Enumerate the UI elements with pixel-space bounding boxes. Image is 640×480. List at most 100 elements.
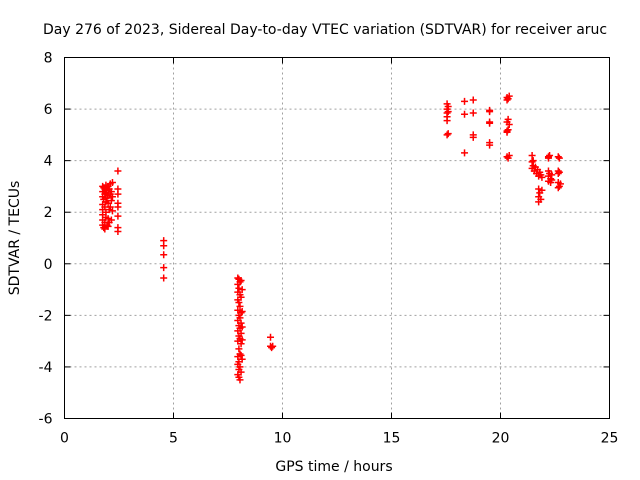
data-point-marker [106, 203, 114, 211]
x-axis-label: GPS time / hours [275, 459, 392, 475]
data-point-marker [538, 173, 546, 181]
data-point-marker [238, 355, 246, 363]
data-point-marker [461, 110, 469, 118]
data-point-marker [114, 212, 122, 220]
data-point-marker [160, 274, 168, 282]
y-tick-label: 0 [44, 257, 53, 273]
axis-ticks [64, 57, 610, 419]
data-point-marker [235, 345, 243, 353]
data-point-marker [556, 180, 564, 188]
data-point-marker [107, 188, 115, 196]
data-point-marker [503, 96, 511, 104]
data-point-marker [444, 108, 452, 116]
data-point-marker [238, 336, 246, 344]
data-point-marker [461, 97, 469, 105]
x-tick-label: 0 [60, 431, 69, 447]
data-point-marker [461, 149, 469, 157]
data-point-marker [554, 170, 562, 178]
x-tick-label: 10 [274, 431, 292, 447]
data-point-marker [443, 131, 451, 139]
y-tick-label: 2 [44, 205, 53, 221]
data-points [99, 92, 564, 384]
chart-title: Day 276 of 2023, Sidereal Day-to-day VTE… [43, 22, 607, 38]
data-point-marker [238, 323, 246, 331]
data-point-marker [237, 309, 245, 317]
data-point-marker [238, 286, 246, 294]
x-tick-labels: 0 5 10 15 20 25 [60, 431, 618, 447]
data-point-marker [237, 368, 245, 376]
data-point-marker [160, 251, 168, 259]
data-point-marker [238, 307, 246, 315]
grid-lines [64, 57, 610, 419]
data-point-marker [236, 302, 244, 310]
data-point-marker [443, 117, 451, 125]
data-point-marker [269, 342, 277, 350]
data-point-marker [504, 115, 512, 123]
data-point-marker [237, 329, 245, 337]
data-point-marker [546, 151, 554, 159]
data-point-marker [469, 96, 477, 104]
data-point-marker [104, 215, 112, 223]
data-point-marker [107, 197, 115, 205]
data-point-marker [235, 284, 243, 292]
x-tick-label: 20 [492, 431, 510, 447]
data-point-marker [237, 293, 245, 301]
x-tick-label: 15 [383, 431, 401, 447]
y-tick-label: -2 [39, 308, 53, 324]
data-point-marker [554, 153, 562, 161]
data-point-marker [469, 133, 477, 141]
data-point-marker [236, 314, 244, 322]
data-point-marker [108, 193, 116, 201]
data-point-marker [114, 190, 122, 198]
data-point-marker [555, 154, 563, 162]
data-point-marker [237, 277, 245, 285]
data-point-marker [236, 376, 244, 384]
data-point-marker [107, 216, 115, 224]
y-tick-label: 6 [44, 102, 53, 118]
y-axis-label: SDTVAR / TECUs [7, 181, 23, 296]
data-point-marker [237, 319, 245, 327]
data-point-marker [160, 242, 168, 250]
data-point-marker [504, 126, 512, 134]
data-point-marker [505, 92, 513, 100]
x-tick-label: 5 [169, 431, 178, 447]
data-point-marker [548, 176, 556, 184]
y-tick-labels: -6 -4 -2 0 2 4 6 8 [39, 51, 53, 428]
data-point-marker [469, 109, 477, 117]
plot-frame [64, 57, 610, 419]
y-tick-label: -4 [39, 360, 53, 376]
data-point-marker [114, 203, 122, 211]
data-point-marker [237, 340, 245, 348]
data-point-marker [444, 130, 452, 138]
x-tick-label: 25 [601, 431, 619, 447]
data-point-marker [236, 363, 244, 371]
data-point-marker [528, 151, 536, 159]
data-point-marker [535, 185, 543, 193]
data-point-marker [555, 168, 563, 176]
y-tick-label: 8 [44, 51, 53, 67]
data-point-marker [235, 298, 243, 306]
data-point-marker [108, 207, 116, 215]
data-point-marker [537, 195, 545, 203]
data-point-marker [486, 119, 494, 127]
data-point-marker [528, 158, 536, 166]
data-point-marker [160, 264, 168, 272]
data-point-marker [505, 151, 513, 159]
y-tick-label: 4 [44, 154, 53, 170]
data-point-marker [237, 351, 245, 359]
data-point-marker [114, 167, 122, 175]
data-point-marker [236, 350, 244, 358]
data-point-marker [554, 184, 562, 192]
data-point-marker [108, 179, 116, 187]
data-point-marker [104, 222, 112, 230]
data-point-marker [114, 228, 122, 236]
data-point-marker [486, 108, 494, 116]
data-point-marker [268, 344, 276, 352]
data-point-marker [505, 121, 513, 129]
data-point-marker [267, 333, 275, 341]
data-point-marker [486, 141, 494, 149]
y-tick-label: -6 [39, 412, 53, 428]
data-point-marker [538, 186, 546, 194]
data-point-marker [236, 278, 244, 286]
